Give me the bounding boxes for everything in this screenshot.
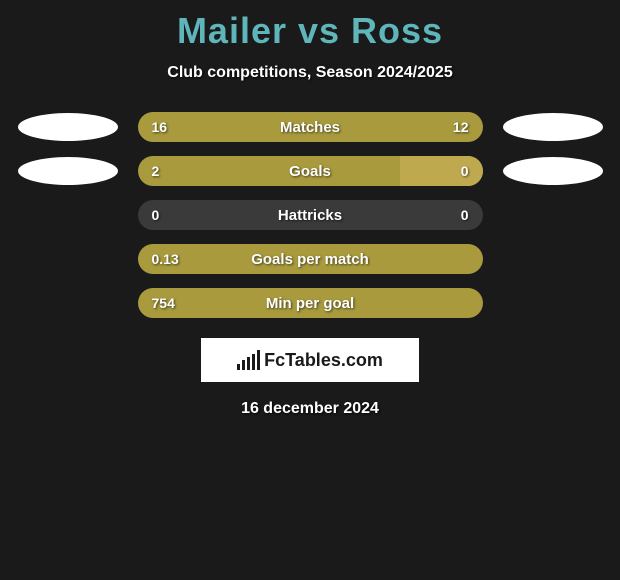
- logo-box: FcTables.com: [201, 338, 419, 382]
- stat-bar: 754 Min per goal: [138, 288, 483, 318]
- logo-text: FcTables.com: [264, 350, 383, 371]
- stat-row: 754 Min per goal: [0, 288, 620, 318]
- stat-label: Goals per match: [251, 251, 369, 268]
- ellipse-spacer: [18, 201, 118, 229]
- stat-value-right: 0: [461, 163, 469, 179]
- stat-value-left: 2: [152, 163, 160, 179]
- stat-value-left: 754: [152, 295, 175, 311]
- subtitle: Club competitions, Season 2024/2025: [0, 64, 620, 82]
- ellipse-spacer: [503, 289, 603, 317]
- ellipse-spacer: [503, 245, 603, 273]
- stat-value-left: 0.13: [152, 251, 179, 267]
- stat-row: 2 Goals 0: [0, 156, 620, 186]
- date-text: 16 december 2024: [0, 400, 620, 418]
- stat-bar: 16 Matches 12: [138, 112, 483, 142]
- stat-row: 16 Matches 12: [0, 112, 620, 142]
- player-ellipse-left: [18, 113, 118, 141]
- stats-rows: 16 Matches 12 2 Goals 0 0 Hattricks 0 0.13 Goals p…: [0, 112, 620, 318]
- stat-label: Matches: [280, 119, 340, 136]
- stat-value-right: 0: [461, 207, 469, 223]
- stat-label: Min per goal: [266, 295, 354, 312]
- bar-fill-right: [400, 156, 483, 186]
- player-ellipse-right: [503, 157, 603, 185]
- player-ellipse-left: [18, 157, 118, 185]
- page-title: Mailer vs Ross: [0, 10, 620, 52]
- stat-value-left: 0: [152, 207, 160, 223]
- comparison-container: Mailer vs Ross Club competitions, Season…: [0, 0, 620, 418]
- stat-label: Goals: [289, 163, 331, 180]
- stat-row: 0.13 Goals per match: [0, 244, 620, 274]
- stat-bar: 0 Hattricks 0: [138, 200, 483, 230]
- stat-value-left: 16: [152, 119, 168, 135]
- stat-label: Hattricks: [278, 207, 342, 224]
- stat-row: 0 Hattricks 0: [0, 200, 620, 230]
- stat-bar: 2 Goals 0: [138, 156, 483, 186]
- ellipse-spacer: [503, 201, 603, 229]
- ellipse-spacer: [18, 289, 118, 317]
- logo-chart-icon: [237, 350, 260, 370]
- ellipse-spacer: [18, 245, 118, 273]
- stat-value-right: 12: [453, 119, 469, 135]
- player-ellipse-right: [503, 113, 603, 141]
- stat-bar: 0.13 Goals per match: [138, 244, 483, 274]
